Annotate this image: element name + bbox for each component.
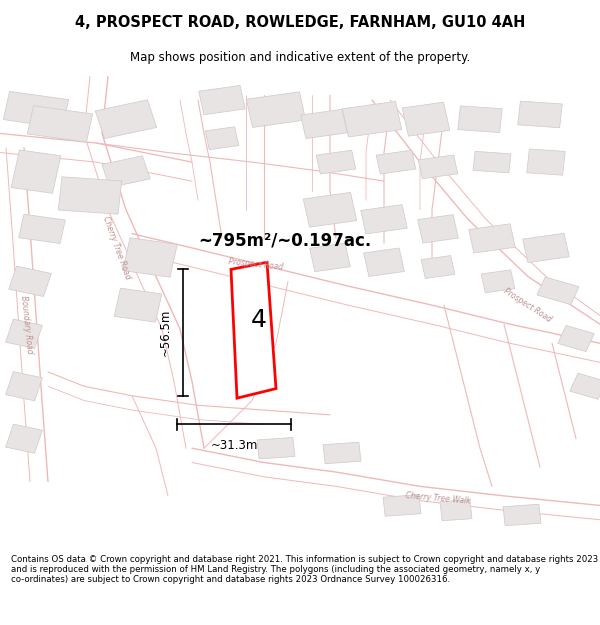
Polygon shape [361,204,407,234]
Polygon shape [527,149,565,175]
Polygon shape [246,92,306,128]
Text: ~56.5m: ~56.5m [158,309,172,356]
Polygon shape [95,100,157,139]
Polygon shape [518,101,562,127]
Polygon shape [199,86,245,115]
Polygon shape [316,150,356,174]
Polygon shape [440,499,472,521]
Polygon shape [570,373,600,399]
Polygon shape [123,238,177,278]
Polygon shape [11,150,61,193]
Polygon shape [469,224,515,253]
Text: ~795m²/~0.197ac.: ~795m²/~0.197ac. [198,232,371,250]
Polygon shape [503,504,541,526]
Polygon shape [102,156,150,188]
Text: Boundary Road: Boundary Road [19,294,35,354]
Polygon shape [5,319,43,348]
Polygon shape [5,372,43,401]
Polygon shape [58,177,122,214]
Polygon shape [4,91,68,128]
Polygon shape [28,106,92,142]
Polygon shape [342,101,402,137]
Polygon shape [523,233,569,262]
Polygon shape [301,109,347,139]
Text: Cherry Tree Road: Cherry Tree Road [101,215,133,281]
Polygon shape [205,127,239,150]
Polygon shape [303,192,357,227]
Polygon shape [323,442,361,464]
Polygon shape [364,248,404,276]
Polygon shape [558,326,594,352]
Text: 4: 4 [251,308,267,332]
Polygon shape [114,288,162,322]
Polygon shape [458,106,502,132]
Polygon shape [418,214,458,243]
Text: Prospect Road: Prospect Road [502,286,554,324]
Polygon shape [418,155,458,179]
Text: Map shows position and indicative extent of the property.: Map shows position and indicative extent… [130,51,470,64]
Polygon shape [481,270,515,292]
Text: Contains OS data © Crown copyright and database right 2021. This information is : Contains OS data © Crown copyright and d… [11,554,598,584]
Polygon shape [421,256,455,279]
Text: Prospect Road: Prospect Road [228,258,284,272]
Polygon shape [231,262,276,398]
Polygon shape [402,102,450,136]
Text: Cherry Tree Walk: Cherry Tree Walk [405,491,471,506]
Text: 4, PROSPECT ROAD, ROWLEDGE, FARNHAM, GU10 4AH: 4, PROSPECT ROAD, ROWLEDGE, FARNHAM, GU1… [75,16,525,31]
Polygon shape [537,277,579,305]
Polygon shape [376,150,416,174]
Polygon shape [473,151,511,173]
Text: ~31.3m: ~31.3m [211,439,257,452]
Polygon shape [383,495,421,516]
Polygon shape [310,243,350,272]
Polygon shape [19,214,65,244]
Polygon shape [9,266,51,296]
Polygon shape [257,438,295,459]
Polygon shape [5,424,43,453]
